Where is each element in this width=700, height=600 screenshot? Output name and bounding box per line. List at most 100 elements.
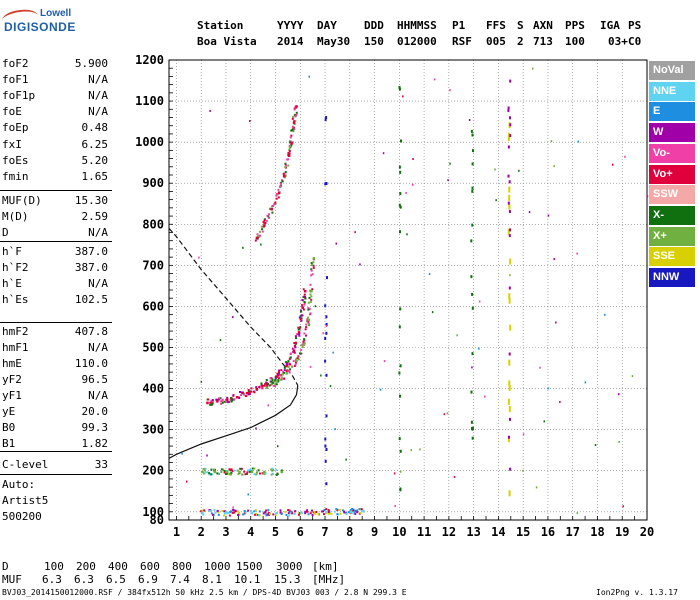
param-value: N/A	[88, 389, 108, 402]
header-value-station: Boa Vista	[197, 35, 257, 48]
echo-point	[213, 509, 216, 512]
echo-point	[262, 384, 264, 387]
noise-point	[495, 199, 497, 202]
echo-point	[202, 513, 205, 516]
param-separator	[0, 241, 112, 242]
echo-point	[298, 334, 301, 337]
noise-point	[198, 256, 200, 259]
x-tick-label: 6	[297, 525, 304, 539]
echo-point	[296, 333, 299, 336]
x-tick-label: 17	[565, 525, 579, 539]
profile-dashed-line	[168, 227, 299, 386]
echo-point	[256, 233, 259, 236]
echo-point	[354, 509, 357, 512]
x-tick-label: 20	[640, 525, 654, 539]
param-key: D	[2, 226, 9, 239]
echo-point	[278, 377, 280, 380]
noise-point	[528, 211, 531, 214]
echo-point	[269, 512, 271, 515]
legend-item-vo-: Vo+	[649, 164, 695, 184]
x-tick-label: 5	[272, 525, 279, 539]
noise-point	[412, 158, 414, 160]
echo-point	[304, 510, 307, 513]
noise-stripe-point	[509, 123, 512, 127]
noise-point	[325, 325, 328, 328]
param-row: yF2 96.5	[2, 373, 108, 389]
echo-point	[231, 399, 233, 402]
noise-point	[255, 427, 257, 430]
echo-point	[309, 312, 312, 315]
echo-point	[261, 228, 264, 231]
echo-point	[245, 391, 249, 395]
echo-point	[260, 225, 263, 228]
header-value-year: 2014	[277, 35, 304, 48]
echo-point	[250, 390, 253, 393]
noise-point	[449, 89, 451, 92]
echo-point	[295, 105, 298, 108]
param-value: 15.30	[74, 194, 108, 207]
param-separator	[0, 190, 112, 191]
echo-point	[292, 130, 295, 133]
noise-stripe-point	[325, 116, 328, 119]
param-key: yF1	[2, 389, 22, 402]
echo-point	[308, 296, 311, 299]
echo-point	[211, 403, 214, 406]
echo-point	[285, 370, 288, 373]
echo-point	[220, 400, 223, 403]
echo-point	[347, 511, 350, 514]
echo-point	[272, 204, 275, 207]
noise-point	[484, 395, 486, 398]
echo-point	[226, 472, 228, 475]
param-separator	[0, 322, 112, 323]
logo-bottom-text: DIGISONDE	[4, 20, 76, 34]
param-value: 33	[94, 458, 108, 471]
echo-point	[267, 509, 270, 512]
noise-point	[453, 475, 456, 478]
echo-point	[274, 514, 277, 517]
echo-point	[276, 473, 279, 476]
param-row: B1 1.82	[2, 437, 108, 453]
echo-point	[214, 511, 217, 514]
echo-point	[228, 514, 231, 517]
echo-point	[310, 290, 313, 293]
x-tick-label: 16	[541, 525, 555, 539]
noise-stripe-point	[471, 292, 474, 296]
echo-point	[232, 394, 235, 397]
x-tick-label: 2	[198, 525, 205, 539]
noise-point	[419, 448, 421, 451]
noise-point	[260, 243, 262, 246]
noise-point	[382, 152, 385, 155]
echo-point	[277, 196, 280, 199]
noise-stripe-point	[472, 149, 474, 153]
noise-stripe-point	[507, 109, 510, 113]
echo-point	[210, 468, 213, 471]
echo-point	[287, 154, 291, 157]
echo-point	[292, 116, 295, 119]
param-key: foEs	[2, 154, 29, 167]
echo-point	[300, 511, 303, 515]
noise-stripe-point	[509, 228, 512, 232]
echo-point	[356, 511, 359, 514]
noise-stripe-point	[508, 180, 511, 184]
echo-point	[211, 399, 214, 401]
x-tick-label: 7	[321, 525, 328, 539]
echo-point	[297, 331, 301, 334]
echo-point	[209, 401, 212, 404]
param-row: hmE 110.0	[2, 357, 108, 373]
echo-point	[274, 201, 277, 204]
noise-stripe-point	[399, 205, 402, 209]
echo-point	[293, 120, 295, 123]
echo-point	[309, 301, 312, 303]
echo-point	[250, 470, 254, 474]
echo-point	[335, 508, 338, 511]
param-key: fmin	[2, 170, 29, 183]
param-row: foEs 5.20	[2, 154, 108, 170]
noise-stripe-point	[471, 306, 474, 310]
y-tick-label: 1000	[135, 135, 164, 149]
echo-point	[327, 509, 330, 512]
noise-stripe-point	[400, 139, 402, 143]
noise-point	[494, 168, 496, 171]
echo-point	[300, 352, 303, 355]
param-value: 407.8	[74, 325, 108, 338]
echo-point	[291, 512, 294, 515]
